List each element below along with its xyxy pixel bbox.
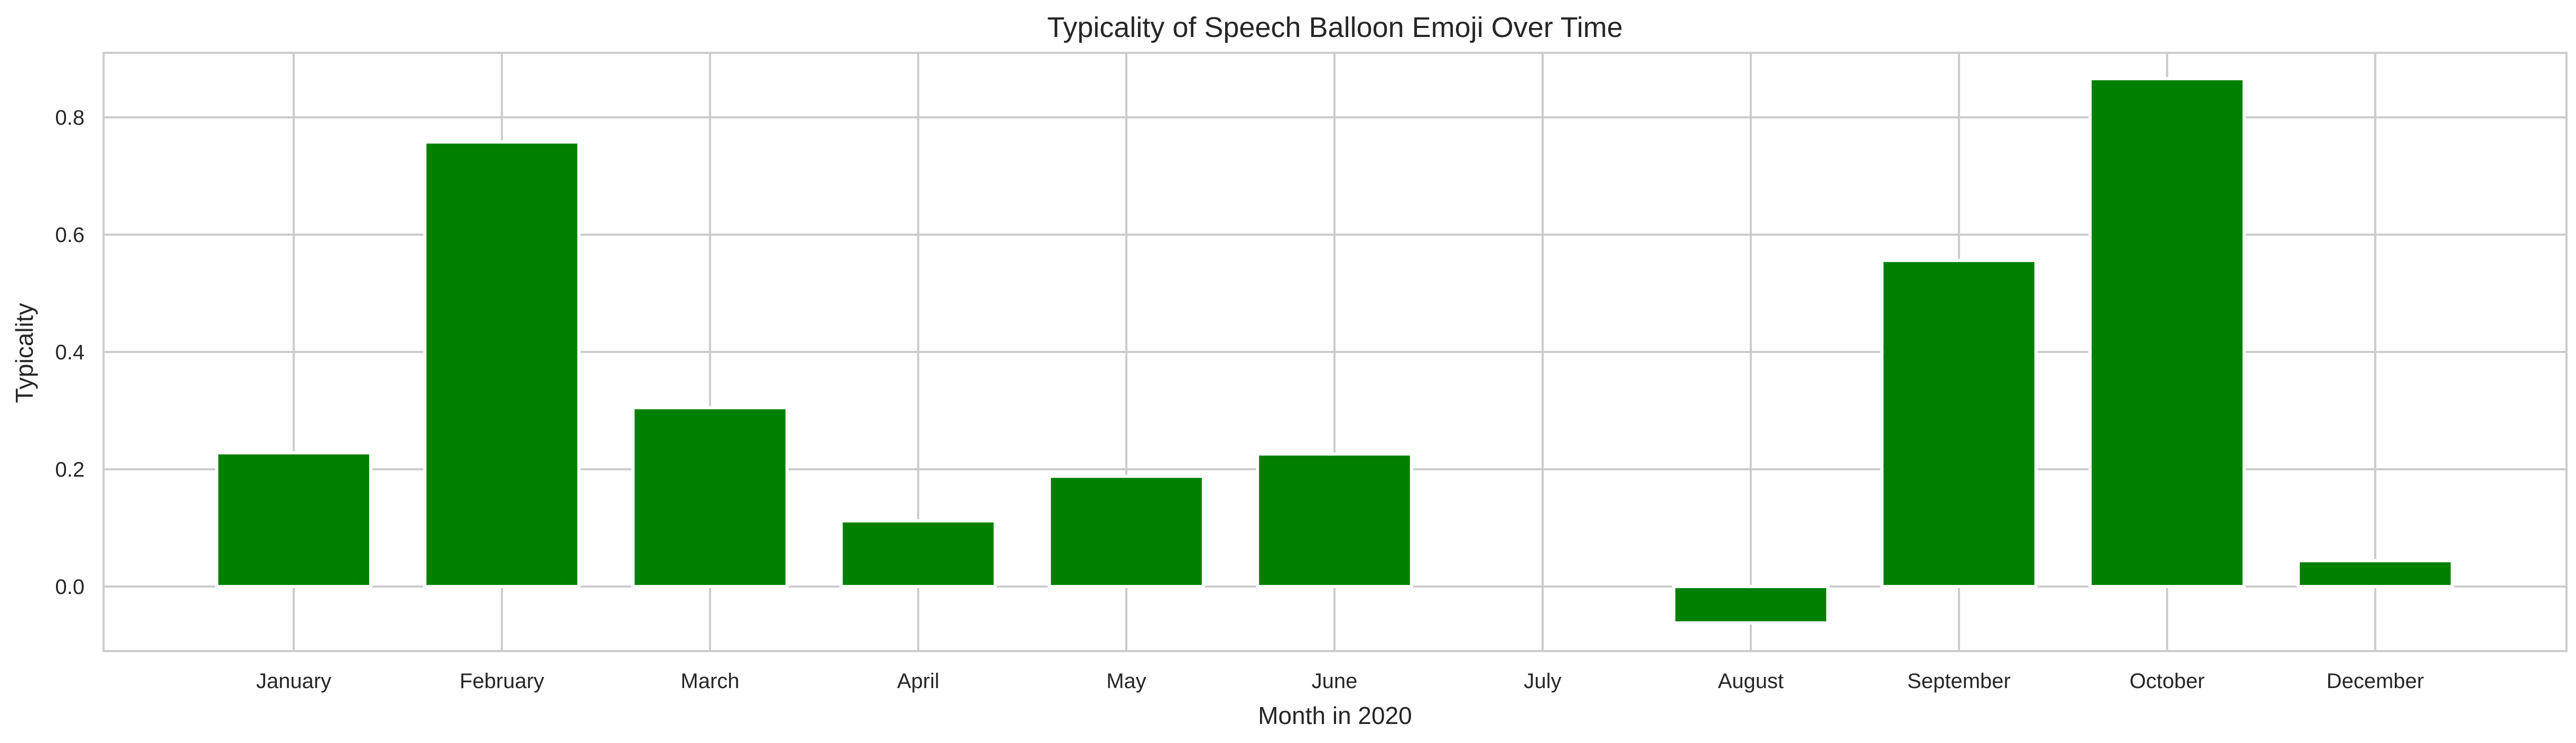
bars-layer <box>215 77 2454 625</box>
bar-march <box>631 406 789 588</box>
y-tick-labels: 0.0 0.2 0.4 0.6 0.8 <box>55 106 85 599</box>
y-tick-label-0-2: 0.2 <box>55 458 85 481</box>
y-tick-label-0-4: 0.4 <box>55 341 85 364</box>
x-tick-label-march: March <box>680 670 739 693</box>
x-tick-label-february: February <box>460 670 544 693</box>
bar-april <box>839 519 997 588</box>
bar-may <box>1048 475 1205 588</box>
bar-february <box>423 140 581 588</box>
bar-june <box>1256 452 1413 588</box>
bar-december <box>2297 559 2454 588</box>
y-axis-label: Typicality <box>11 303 38 403</box>
x-tick-label-october: October <box>2130 670 2205 693</box>
x-tick-label-june: June <box>1312 670 1358 693</box>
bar-september <box>1880 258 2038 588</box>
x-tick-label-july: July <box>1524 670 1561 693</box>
x-tick-label-january: January <box>256 670 331 693</box>
y-tick-label-0-0: 0.0 <box>55 575 85 599</box>
x-tick-label-may: May <box>1106 670 1146 693</box>
x-tick-label-august: August <box>1718 670 1784 693</box>
x-tick-label-april: April <box>897 670 939 693</box>
y-tick-label-0-6: 0.6 <box>55 224 85 247</box>
spines-layer <box>102 52 2568 652</box>
bar-january <box>215 451 372 588</box>
bar-october <box>2088 77 2246 588</box>
chart-title: Typicality of Speech Balloon Emoji Over … <box>1047 12 1622 43</box>
x-tick-labels: January February March April May June July Augu… <box>256 670 2424 693</box>
y-tick-label-0-8: 0.8 <box>55 106 85 129</box>
x-axis-label: Month in 2020 <box>1258 702 1412 729</box>
x-tick-label-september: September <box>1907 670 2011 693</box>
bar-august <box>1672 584 1830 625</box>
x-tick-label-december: December <box>2327 670 2424 693</box>
plot-frame <box>102 52 2568 652</box>
